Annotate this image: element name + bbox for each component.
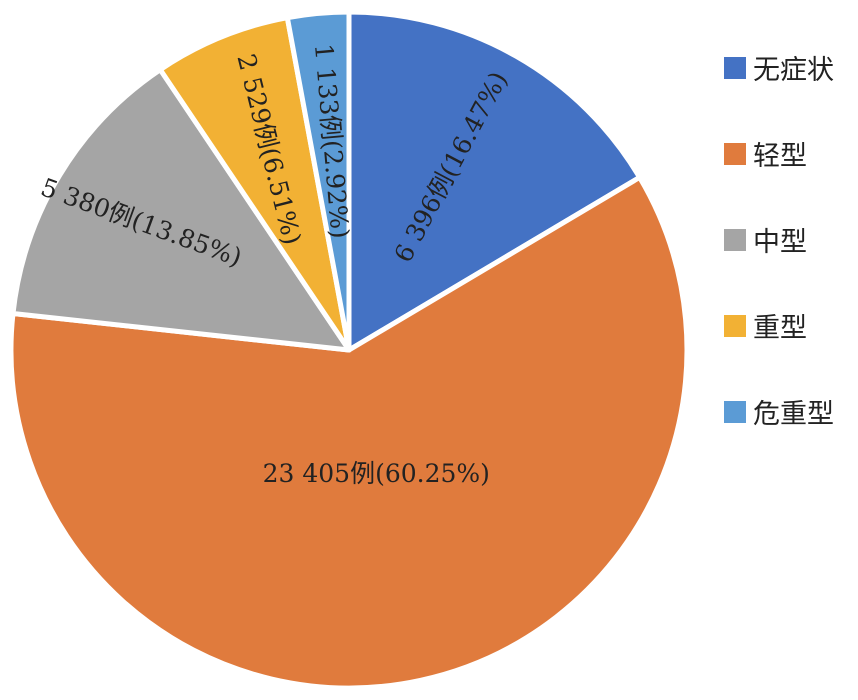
pie-slice: [284, 9, 352, 353]
legend-swatch: [724, 228, 746, 251]
pie-slice: [346, 9, 643, 353]
legend-label: 中型: [753, 227, 807, 258]
legend-swatch: [724, 400, 746, 423]
pie-slice: [8, 174, 690, 691]
pie-slice: [10, 67, 352, 353]
legend-label: 重型: [753, 313, 807, 344]
legend-label: 危重型: [753, 399, 834, 430]
pie-slices: [8, 9, 690, 691]
legend-swatch: [724, 56, 746, 79]
legend-item-asymptomatic: 无症状: [724, 52, 858, 86]
legend-label: 无症状: [753, 55, 834, 86]
legend-item-critical: 危重型: [724, 396, 858, 430]
legend-label: 轻型: [753, 141, 807, 172]
legend-item-mild: 轻型: [724, 138, 858, 172]
pie-data-label: 23 405例(60.25%): [263, 459, 490, 488]
legend-swatch: [724, 314, 746, 337]
legend-item-moderate: 中型: [724, 224, 858, 258]
legend: 无症状 轻型 中型 重型 危重型: [724, 52, 858, 482]
legend-swatch: [724, 142, 746, 165]
legend-item-severe: 重型: [724, 310, 858, 344]
